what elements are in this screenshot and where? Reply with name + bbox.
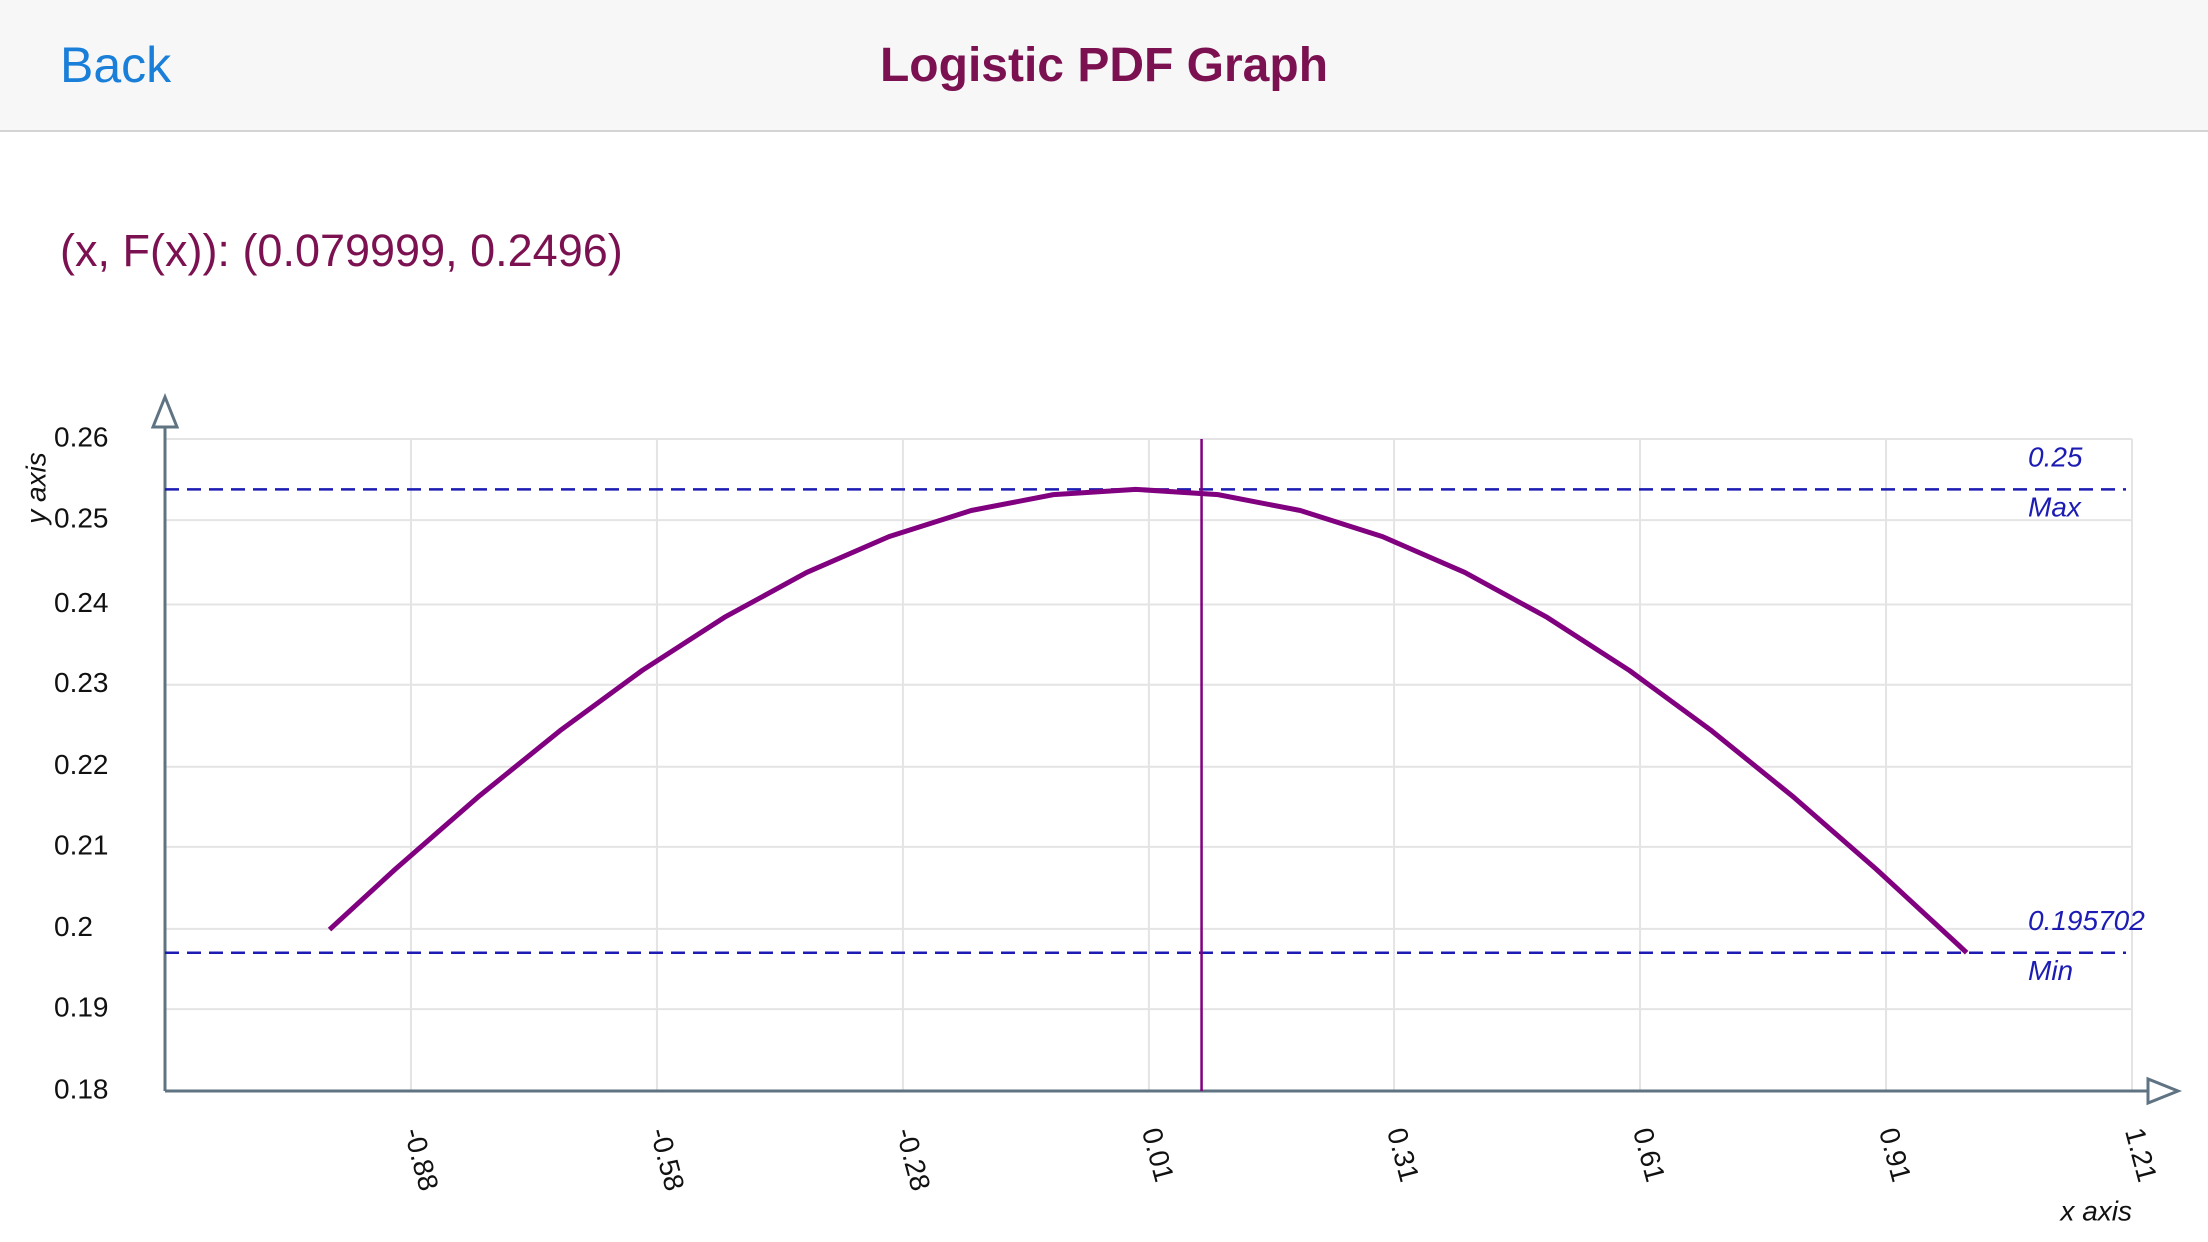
- reference-name: Min: [2028, 955, 2073, 986]
- x-tick-label: 0.01: [1136, 1124, 1180, 1185]
- x-tick-label: 0.61: [1627, 1124, 1671, 1185]
- y-tick-label: 0.22: [54, 749, 109, 780]
- x-axis-label: x axis: [2058, 1195, 2132, 1226]
- x-tick-label: -0.28: [890, 1124, 936, 1194]
- y-tick-label: 0.24: [54, 587, 109, 618]
- y-tick-label: 0.25: [54, 502, 109, 533]
- x-tick-label: 0.31: [1381, 1124, 1425, 1185]
- x-tick-label: -0.58: [644, 1124, 690, 1194]
- curve: [327, 486, 1969, 955]
- x-axis-arrow: [2146, 1076, 2183, 1106]
- reference-value: 0.25: [2028, 442, 2083, 473]
- x-tick-label: 1.21: [2119, 1124, 2163, 1185]
- x-tick-label: 0.91: [1873, 1124, 1917, 1185]
- y-tick-label: 0.2: [54, 911, 93, 942]
- y-tick-label: 0.19: [54, 991, 109, 1022]
- readout: (x, F(x)): (0.079999, 0.2496): [60, 225, 623, 276]
- y-tick-label: 0.23: [54, 667, 109, 698]
- y-axis-arrow: [150, 392, 180, 429]
- nav-bar: Back Logistic PDF Graph: [0, 0, 2208, 132]
- y-tick-label: 0.26: [54, 421, 109, 452]
- reference-name: Max: [2028, 492, 2082, 523]
- y-tick-label: 0.21: [54, 829, 109, 860]
- y-tick-label: 0.18: [54, 1073, 109, 1104]
- nav-title: Logistic PDF Graph: [879, 39, 1329, 92]
- x-tick-label: -0.88: [398, 1124, 444, 1194]
- reference-value: 0.195702: [2028, 905, 2145, 936]
- y-axis-label: y axis: [20, 452, 51, 526]
- back-button[interactable]: Back: [60, 37, 172, 93]
